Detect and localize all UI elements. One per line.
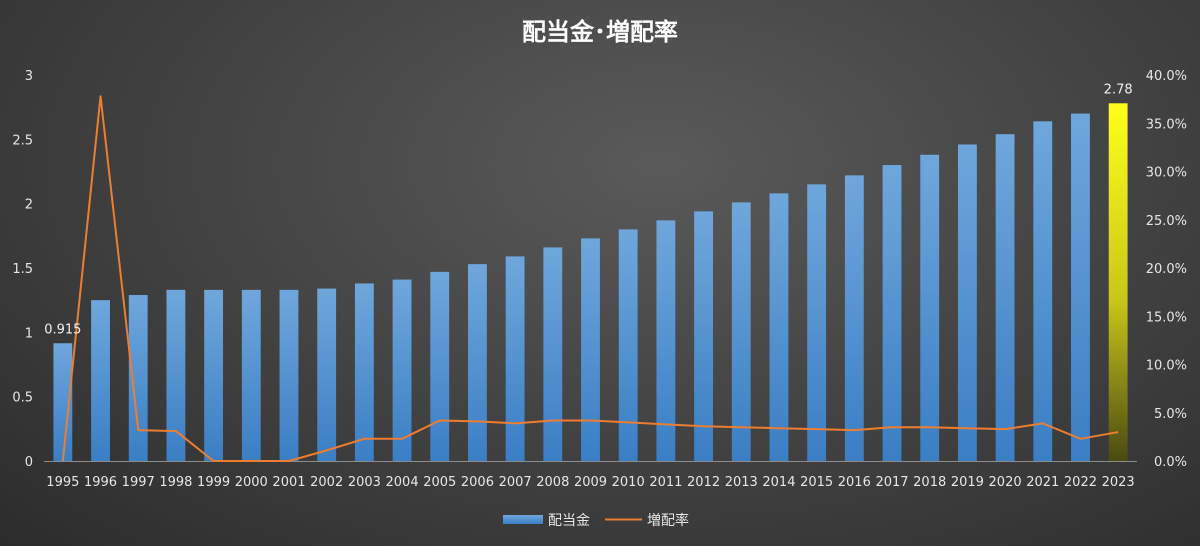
- left-axis-tick-label: 0: [25, 455, 33, 470]
- left-y-axis: 0 0.5 1 1.5 2 2.5 3: [12, 69, 33, 470]
- bar: [505, 256, 525, 461]
- bar: [618, 229, 638, 461]
- x-axis-tick-label: 2008: [536, 475, 569, 490]
- x-axis-tick-label: 2006: [461, 475, 494, 490]
- x-axis-tick-label: 1998: [159, 475, 192, 490]
- bar: [279, 289, 299, 461]
- x-axis-tick-label: 2023: [1102, 475, 1135, 490]
- bar: [543, 247, 563, 461]
- bar: [91, 300, 110, 461]
- bar: [468, 264, 487, 461]
- bar: [392, 279, 412, 461]
- left-axis-tick-label: 3: [25, 69, 33, 84]
- bar: [844, 175, 864, 462]
- right-axis-tick-label: 30.0%: [1146, 166, 1187, 181]
- x-axis-tick-label: 2015: [800, 475, 833, 490]
- bar: [1033, 121, 1053, 461]
- x-axis-tick-label: 2003: [348, 475, 381, 490]
- bar: [995, 134, 1015, 462]
- x-axis-tick-label: 2019: [951, 475, 984, 490]
- data-labels: 0.915 2.78: [44, 82, 1132, 337]
- x-axis-tick-label: 2004: [386, 475, 419, 490]
- right-axis-tick-label: 20.0%: [1146, 262, 1187, 277]
- x-axis-tick-label: 2016: [838, 475, 871, 490]
- bar: [882, 165, 902, 462]
- x-axis-tick-label: 2007: [499, 475, 532, 490]
- left-axis-tick-label: 2: [25, 198, 33, 213]
- x-axis-tick-label: 2013: [725, 475, 758, 490]
- legend-label: 増配率: [647, 512, 689, 529]
- x-axis-tick-label: 1996: [84, 475, 117, 490]
- bar-series: [53, 103, 1128, 462]
- x-axis-tick-label: 2002: [310, 475, 343, 490]
- bar-highlighted: [1108, 103, 1128, 461]
- bar: [807, 184, 827, 461]
- x-axis-tick-label: 2012: [687, 475, 720, 490]
- left-axis-tick-label: 1: [25, 326, 33, 341]
- bar: [204, 289, 224, 461]
- bar: [920, 154, 940, 462]
- x-axis-tick-label: 2021: [1026, 475, 1059, 490]
- x-axis: 1995 1996 1997 1998 1999 2000 2001 2002 2003 2004…: [44, 461, 1137, 490]
- right-axis-tick-label: 40.0%: [1146, 69, 1187, 84]
- left-axis-tick-label: 0.5: [12, 391, 33, 406]
- bar: [694, 211, 713, 461]
- x-axis-tick-label: 2022: [1064, 475, 1097, 490]
- x-axis-tick-label: 2000: [235, 475, 268, 490]
- right-y-axis: 0.0% 5.0% 10.0% 15.0% 20.0% 25.0% 30.0% 35.0% 40…: [1146, 69, 1187, 470]
- bar: [53, 343, 73, 461]
- bar: [241, 289, 261, 461]
- x-axis-tick-label: 2005: [423, 475, 456, 490]
- x-axis-tick-label: 2018: [913, 475, 946, 490]
- bar: [731, 202, 751, 461]
- x-axis-tick-label: 2020: [989, 475, 1022, 490]
- right-axis-tick-label: 15.0%: [1146, 310, 1187, 325]
- right-axis-tick-label: 25.0%: [1146, 214, 1187, 229]
- bar: [430, 271, 450, 461]
- bar: [354, 283, 374, 461]
- bar: [166, 289, 186, 461]
- x-axis-tick-label: 2009: [574, 475, 607, 490]
- right-axis-tick-label: 35.0%: [1146, 117, 1187, 132]
- x-axis-tick-label: 1995: [46, 475, 79, 490]
- legend: 配当金 増配率: [503, 512, 689, 529]
- x-axis-tick-label: 2001: [272, 475, 305, 490]
- bar: [656, 220, 676, 461]
- right-axis-tick-label: 0.0%: [1154, 455, 1187, 470]
- x-axis-tick-label: 2011: [649, 475, 682, 490]
- line-series: [61, 95, 1119, 462]
- bar: [128, 295, 148, 461]
- bar: [1071, 113, 1090, 461]
- x-axis-tick-label: 2014: [762, 475, 795, 490]
- left-axis-tick-label: 2.5: [12, 133, 33, 148]
- right-axis-tick-label: 5.0%: [1154, 407, 1187, 422]
- chart-title: 配当金･増配率: [522, 18, 678, 46]
- x-axis-tick-label: 1997: [122, 475, 155, 490]
- legend-swatch-bar: [503, 515, 543, 524]
- legend-label: 配当金: [548, 513, 590, 529]
- x-axis-tick-label: 1999: [197, 475, 230, 490]
- left-axis-tick-label: 1.5: [12, 262, 33, 277]
- bar: [957, 144, 977, 462]
- right-axis-tick-label: 10.0%: [1146, 359, 1187, 374]
- bar-data-label: 2.78: [1104, 82, 1133, 97]
- bar: [769, 193, 789, 461]
- bar: [581, 238, 600, 461]
- bar-data-label: 0.915: [44, 322, 81, 337]
- x-axis-tick-label: 2010: [612, 475, 645, 490]
- bar: [317, 288, 337, 461]
- growth-rate-line: [61, 95, 1119, 462]
- x-axis-tick-label: 2017: [875, 475, 908, 490]
